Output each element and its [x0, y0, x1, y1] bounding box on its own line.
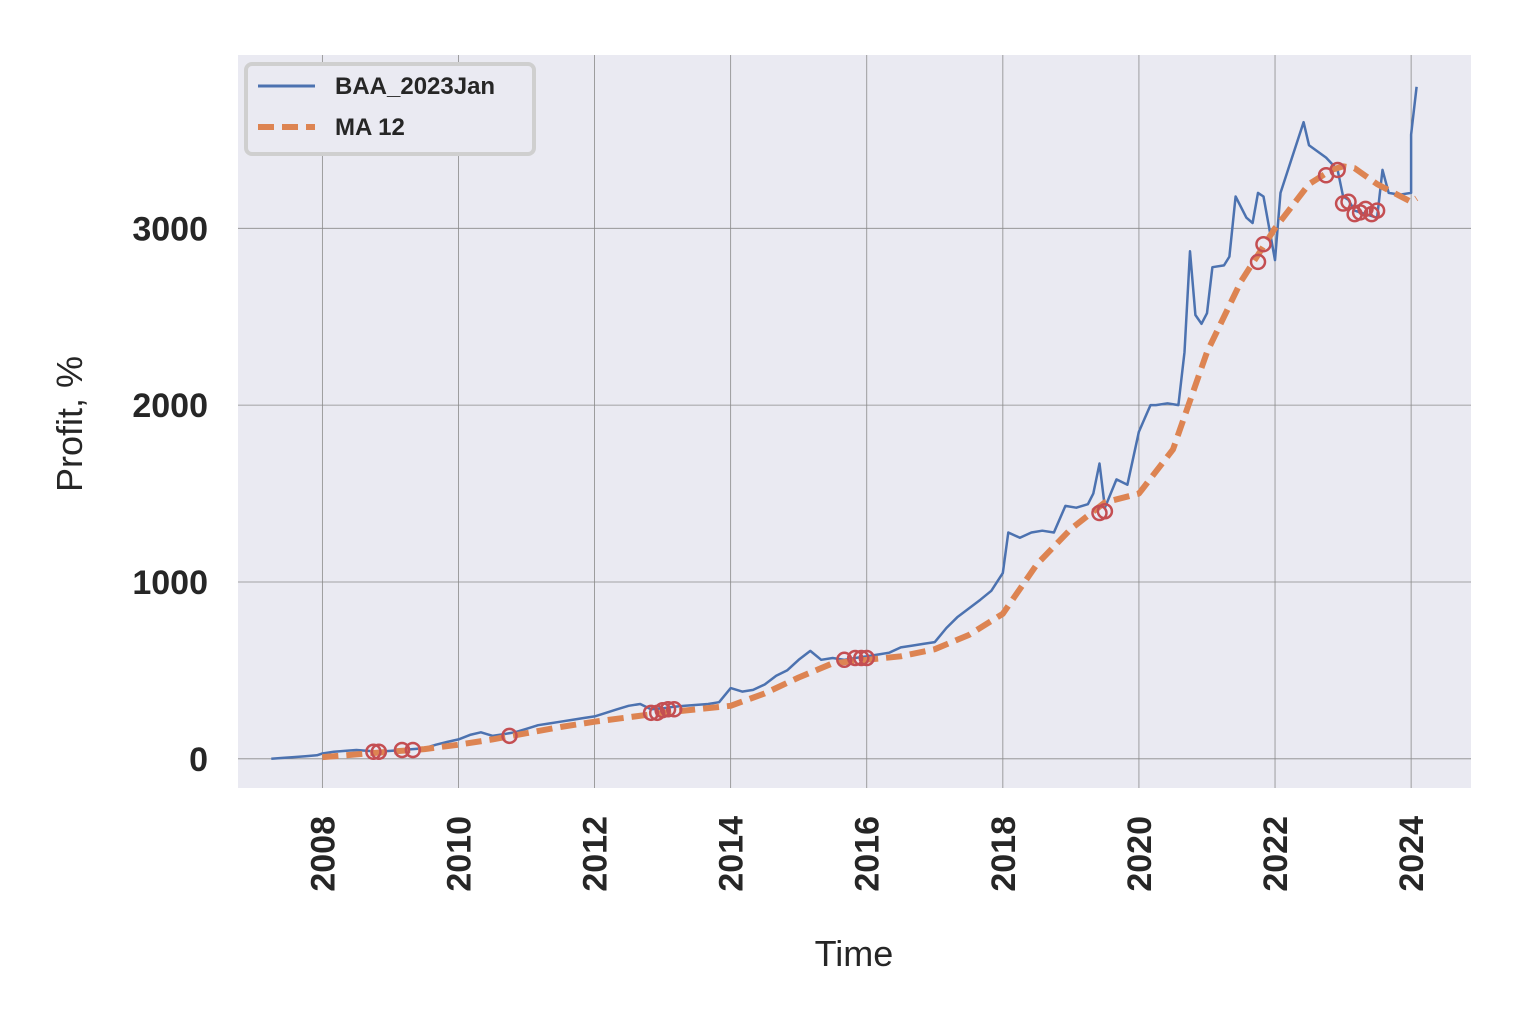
marker-point	[1368, 202, 1386, 219]
marker-point	[858, 649, 875, 667]
marker-point	[853, 649, 870, 667]
x-tick-label: 2008	[304, 816, 342, 892]
y-tick-labels: 0 1000 2000 3000	[132, 210, 208, 779]
marker-point	[404, 741, 422, 759]
series-line-baa	[271, 86, 1418, 761]
y-tick-label: 0	[189, 741, 208, 779]
legend-box	[244, 62, 536, 156]
marker-point	[659, 701, 677, 718]
legend: BAA_2023Jan MA 12	[244, 62, 536, 156]
series-line-ma12	[322, 163, 1419, 761]
x-tick-label: 2022	[1257, 816, 1295, 892]
y-tick-label: 3000	[132, 210, 208, 248]
x-tick-label: 2018	[985, 816, 1023, 892]
y-tick-label: 1000	[132, 564, 208, 602]
x-tick-labels: 2008 2010 2012 2014 2016 2018 2020 2022 2024	[304, 816, 1431, 892]
y-axis-label: Profit, %	[49, 356, 90, 492]
marker-point	[370, 743, 388, 760]
marker-point	[365, 743, 382, 760]
grid-lines	[238, 55, 1471, 788]
marker-point	[665, 701, 683, 718]
marker-point	[1249, 253, 1267, 271]
legend-label-baa: BAA_2023Jan	[335, 73, 495, 100]
y-tick-label: 2000	[132, 387, 208, 425]
x-tick-label: 2024	[1393, 816, 1431, 892]
marker-point	[1329, 161, 1346, 179]
x-tick-label: 2016	[849, 816, 887, 892]
legend-label-ma: MA 12	[335, 114, 405, 141]
x-tick-label: 2014	[713, 816, 751, 892]
marker-point	[642, 704, 660, 722]
marker-point	[393, 741, 411, 759]
series-layer	[271, 86, 1419, 761]
x-axis-label: Time	[815, 933, 894, 974]
x-tick-label: 2012	[577, 816, 615, 892]
marker-point	[836, 651, 853, 669]
x-tick-label: 2020	[1121, 816, 1159, 892]
marker-point	[1096, 502, 1114, 520]
marker-layer	[365, 161, 1386, 760]
marker-point	[1255, 235, 1272, 253]
plot-area	[238, 55, 1471, 788]
marker-point	[846, 649, 864, 667]
marker-point	[501, 727, 518, 745]
x-tick-label: 2010	[440, 816, 478, 892]
